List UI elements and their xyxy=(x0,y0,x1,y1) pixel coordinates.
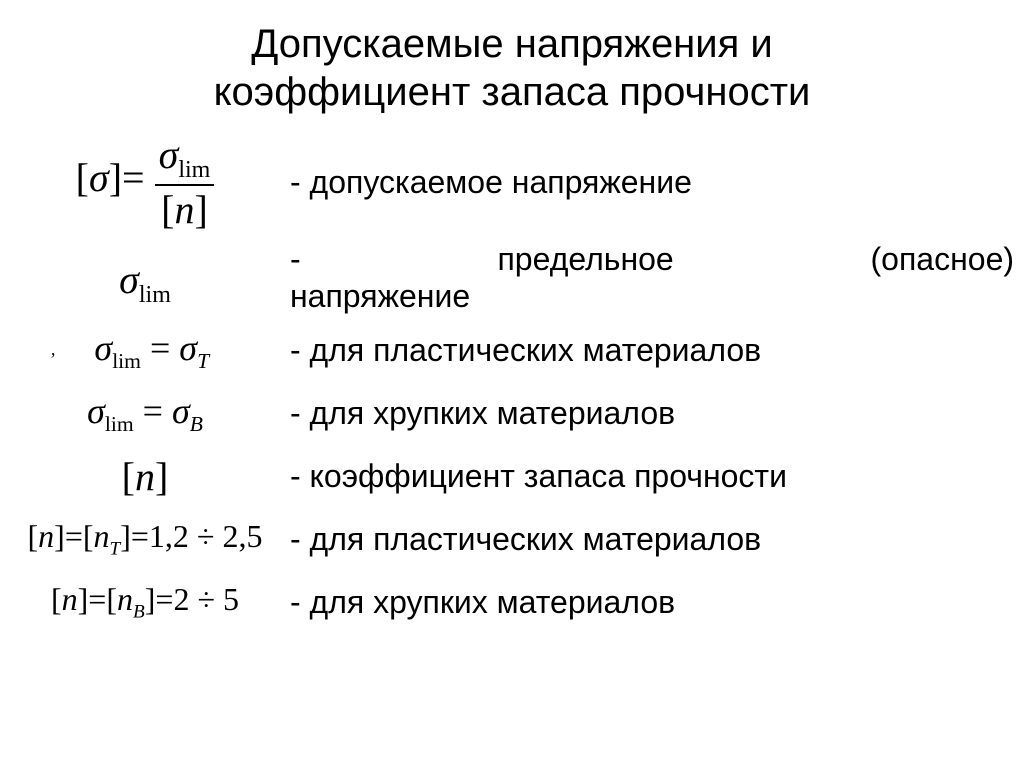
slide-title: Допускаемые напряжения и коэффициент зап… xyxy=(0,20,1024,116)
formula-allowable-stress: [σ]= σlim [n] xyxy=(0,131,290,233)
row-brittle-factor: [n]=[nB]=2 ÷ 5 - для хрупких материалов xyxy=(0,575,1024,630)
desc-plastic-factor: - для пластических материалов xyxy=(290,521,1024,558)
formula-brittle-stress: σlim = σB xyxy=(0,390,290,437)
word-stress: напряжение xyxy=(290,278,1014,315)
formula-safety-factor: [n] xyxy=(0,453,290,500)
formula-brittle-factor: [n]=[nB]=2 ÷ 5 xyxy=(0,581,290,623)
desc-allowable-stress: - допускаемое напряжение xyxy=(290,164,1024,201)
desc-brittle-factor: - для хрупких материалов xyxy=(290,584,1024,621)
dash: - xyxy=(290,241,301,277)
desc-safety-factor: - коэффициент запаса прочности xyxy=(290,458,1024,495)
word-limit: предельное xyxy=(497,241,673,277)
title-line-1: Допускаемые напряжения и xyxy=(251,22,772,66)
row-plastic-factor: [n]=[nT]=1,2 ÷ 2,5 - для пластических ма… xyxy=(0,512,1024,567)
row-plastic-stress: , σlim = σT - для пластических материало… xyxy=(0,323,1024,378)
formula-plastic-factor: [n]=[nT]=1,2 ÷ 2,5 xyxy=(0,518,290,560)
formula-limit-stress: σlim xyxy=(0,241,290,309)
desc-limit-stress: - предельное (опасное) напряжение xyxy=(290,241,1024,315)
row-brittle-stress: σlim = σB - для хрупких материалов xyxy=(0,386,1024,441)
row-allowable-stress: [σ]= σlim [n] - допускаемое напряжение xyxy=(0,131,1024,233)
row-safety-factor: [n] - коэффициент запаса прочности xyxy=(0,449,1024,504)
word-danger: (опасное) xyxy=(871,241,1015,277)
row-limit-stress: σlim - предельное (опасное) напряжение xyxy=(0,241,1024,315)
title-line-2: коэффициент запаса прочности xyxy=(214,70,811,114)
desc-brittle-stress: - для хрупких материалов xyxy=(290,395,1024,432)
slide-content: Допускаемые напряжения и коэффициент зап… xyxy=(0,0,1024,630)
desc-plastic-stress: - для пластических материалов xyxy=(290,332,1024,369)
formula-plastic-stress: , σlim = σT xyxy=(0,327,290,374)
